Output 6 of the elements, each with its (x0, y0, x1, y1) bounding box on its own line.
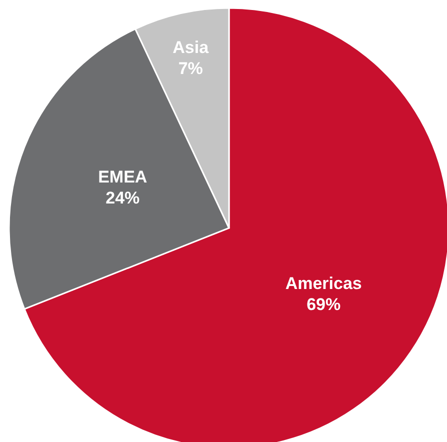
slice-label: Americas (285, 274, 362, 293)
slice-label: Asia (172, 38, 210, 57)
slice-label: EMEA (98, 167, 148, 186)
data-label: 69% (306, 295, 341, 314)
data-label: 7% (178, 59, 203, 78)
data-label: 24% (106, 188, 140, 208)
